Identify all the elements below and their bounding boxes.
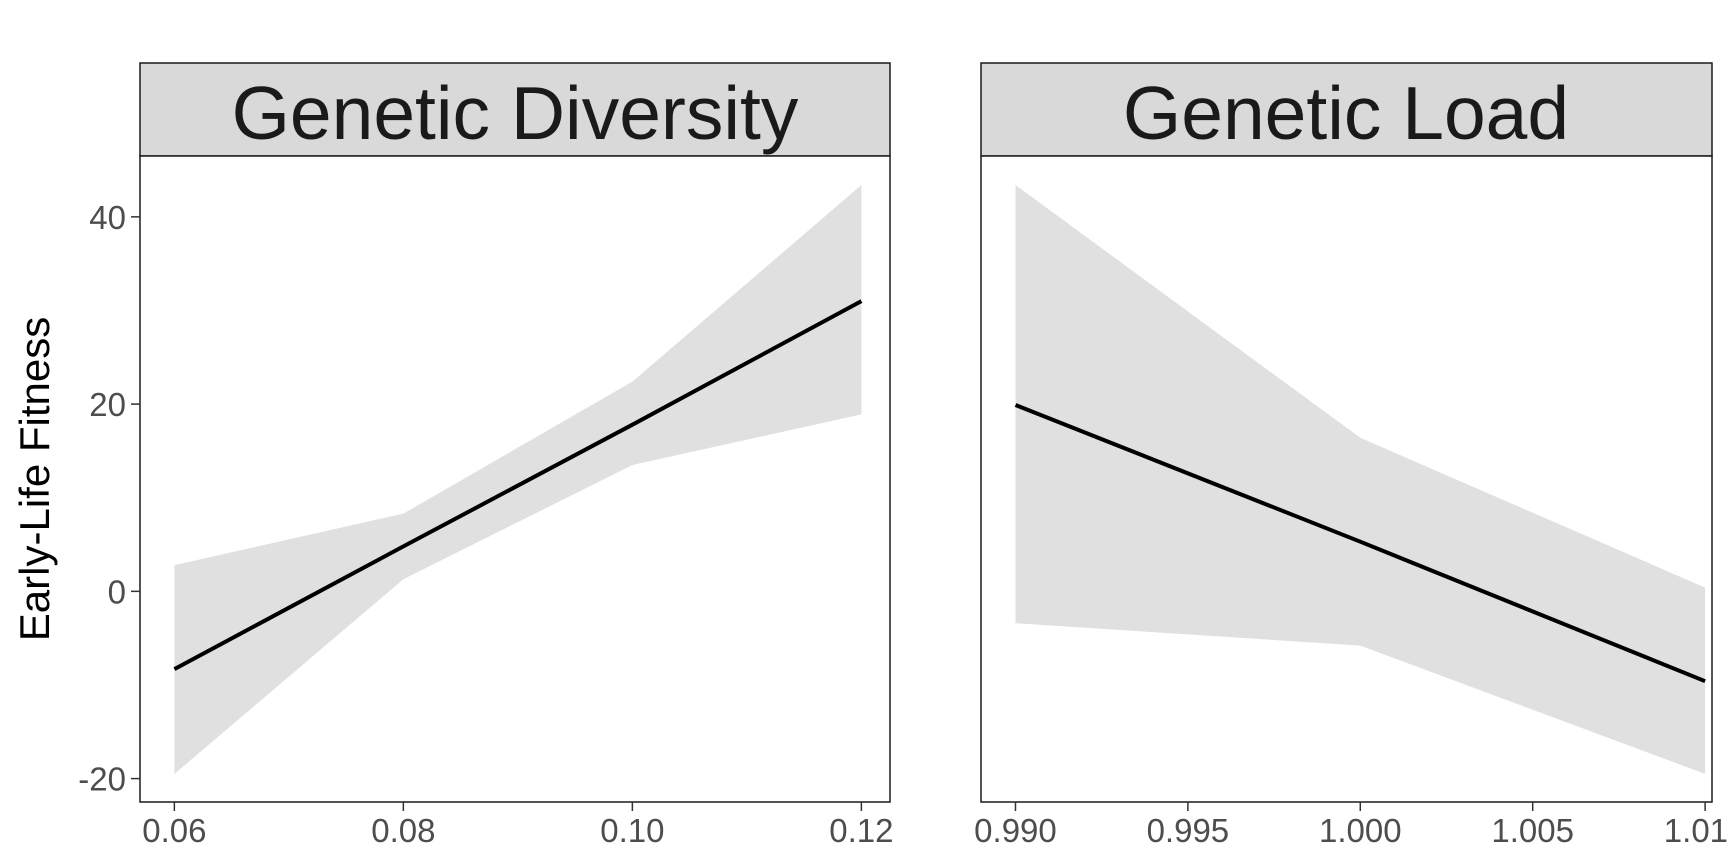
x-tick-label: 0.995 [1147,812,1230,849]
fit-line-layer [1014,403,1706,684]
facet-title: Genetic Load [1123,71,1569,155]
confidence-band-layer [1015,185,1706,774]
x-tick-label: 0.12 [829,812,893,849]
y-axis: -20 0 20 40 [78,199,140,798]
x-axis: 0.990 0.995 1.000 1.005 1.010 [974,802,1728,849]
panel-genetic-diversity: Genetic Diversity 0.06 0.08 0.10 0.12 -20 0 2… [78,62,893,849]
y-tick-label: 0 [108,573,126,610]
fit-line [1014,403,1706,684]
confidence-band-layer [174,185,862,774]
confidence-band [1015,185,1706,774]
panel-genetic-load: Genetic Load 0.990 0.995 1.000 1.005 1.010 [974,62,1728,849]
facet-title: Genetic Diversity [232,71,799,155]
x-axis: 0.06 0.08 0.10 0.12 [142,802,893,849]
x-tick-label: 1.000 [1319,812,1402,849]
x-tick-label: 0.10 [600,812,664,849]
x-tick-label: 0.06 [142,812,206,849]
x-tick-label: 0.08 [371,812,435,849]
confidence-band [174,185,862,774]
strip-background [139,62,891,157]
y-tick-label: -20 [78,761,126,798]
y-axis-title: Early-Life Fitness [11,317,58,641]
y-tick-label: 20 [89,386,126,423]
x-tick-label: 0.990 [974,812,1057,849]
strip-background [980,62,1713,157]
y-tick-label: 40 [89,199,126,236]
fit-line [173,299,863,671]
x-tick-label: 1.005 [1491,812,1574,849]
x-tick-label: 1.010 [1664,812,1728,849]
fit-line-layer [173,299,863,671]
